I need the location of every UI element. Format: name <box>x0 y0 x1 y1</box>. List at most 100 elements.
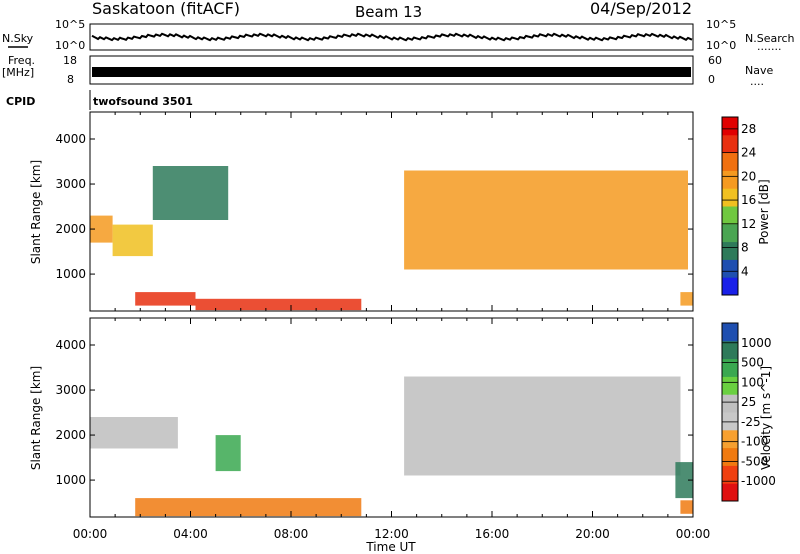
velocity-colorbar-cell <box>722 323 738 342</box>
power-region <box>152 166 229 220</box>
power-colorbar-tick-label: 8 <box>741 241 749 255</box>
velocity-region <box>680 500 693 514</box>
freq-tick-hi: 18 <box>63 54 77 67</box>
velocity-region <box>90 417 178 449</box>
x-tick-label: 16:00 <box>475 527 510 541</box>
velocity-colorbar-cell <box>722 483 738 502</box>
date-title: 04/Sep/2012 <box>590 0 692 18</box>
velocity-ytick-label: 2000 <box>55 428 86 442</box>
power-colorbar-cell <box>722 170 738 189</box>
velocity-region <box>215 435 241 472</box>
velocity-colorbar-tick-label: -100 <box>741 435 768 449</box>
power-colorbar: 4 8 12 16 20 24 28 <box>721 116 756 296</box>
velocity-colorbar-cell <box>722 465 738 484</box>
power-colorbar-label: Power [dB] <box>757 179 771 244</box>
cpid-row: CPID twofsound 3501 <box>6 90 193 110</box>
power-colorbar-cell <box>722 188 738 207</box>
power-yaxis: 1000 2000 3000 4000 <box>55 112 694 311</box>
power-colorbar-tick-label: 12 <box>741 217 756 231</box>
power-colorbar-cell <box>722 152 738 171</box>
nsky-panel: N.Sky 10^5 10^0 10^5 10^0 N.Search .....… <box>2 18 795 53</box>
freq-frame <box>89 55 694 85</box>
nsky-trace <box>91 32 693 42</box>
nsky-label: N.Sky <box>2 32 34 45</box>
nave-tick-lo: 0 <box>708 73 715 86</box>
nave-dots: .... <box>750 75 764 88</box>
velocity-colorbar-cell <box>722 429 738 449</box>
power-region <box>404 170 688 270</box>
velocity-ytick-label: 4000 <box>55 338 86 352</box>
power-colorbar-cell <box>722 241 738 260</box>
power-ytick-label: 3000 <box>55 177 86 191</box>
power-colorbar-tick-label: 20 <box>741 169 756 183</box>
nsearch-dots: ....... <box>757 40 781 53</box>
nsearch-label: N.Search <box>745 32 795 45</box>
x-tick-label: 12:00 <box>374 527 409 541</box>
nsearch-tick-lo: 10^0 <box>706 39 736 52</box>
power-ytick-label: 1000 <box>55 267 86 281</box>
velocity-colorbar: 1000 500 100 25 -25 -100 -500 -1000 <box>721 322 776 502</box>
x-tick-label: 04:00 <box>173 527 208 541</box>
velocity-ytick-label: 3000 <box>55 383 86 397</box>
velocity-colorbar-cell <box>722 447 738 466</box>
power-colorbar-cell <box>722 223 738 243</box>
power-ytick-label: 4000 <box>55 132 86 146</box>
station-title: Saskatoon (fitACF) <box>92 0 240 18</box>
freq-units: [MHz] <box>2 66 34 79</box>
velocity-colorbar-tick-label: 1000 <box>741 336 772 350</box>
velocity-panel: 1000 2000 3000 4000 Slant Range [km] 1000 50… <box>29 317 776 518</box>
nave-label: Nave <box>745 64 773 77</box>
power-colorbar-frame <box>721 116 739 296</box>
velocity-region <box>675 462 693 499</box>
header: Saskatoon (fitACF) Beam 13 04/Sep/2012 <box>92 0 692 21</box>
velocity-colorbar-tick-label: 25 <box>741 395 756 409</box>
power-colorbar-cell <box>722 134 738 154</box>
power-data <box>90 166 693 311</box>
power-panel: 1000 2000 3000 4000 Slant Range [km] 4 8 12 16… <box>29 111 771 312</box>
velocity-ylabel: Slant Range [km] <box>29 366 43 470</box>
x-tick-label: 00:00 <box>73 527 108 541</box>
nsky-tick-lo: 10^0 <box>55 39 85 52</box>
x-tick-label: 20:00 <box>575 527 610 541</box>
freq-band <box>92 67 691 77</box>
velocity-data <box>90 376 693 517</box>
power-ytick-label: 2000 <box>55 222 86 236</box>
velocity-colorbar-cell <box>722 394 738 413</box>
velocity-region <box>135 498 362 517</box>
velocity-colorbar-tick-label: 500 <box>741 356 764 370</box>
nsky-tick-hi: 10^5 <box>55 18 85 31</box>
velocity-colorbar-tick-label: -500 <box>741 454 768 468</box>
velocity-colorbar-frame <box>721 322 739 502</box>
power-colorbar-tick-label: 16 <box>741 193 756 207</box>
time-axis: 00:00 04:00 08:00 12:00 16:00 20:00 00:00 <box>73 527 711 541</box>
velocity-region <box>404 376 681 476</box>
cpid-value: twofsound 3501 <box>93 95 193 108</box>
velocity-colorbar-tick-label: -25 <box>741 415 761 429</box>
power-region <box>680 292 693 306</box>
velocity-ytick-label: 1000 <box>55 473 86 487</box>
velocity-colorbar-cell <box>722 376 738 395</box>
power-colorbar-cell <box>722 117 738 136</box>
power-colorbar-cell <box>722 277 738 296</box>
freq-label: Freq. <box>8 54 35 67</box>
nsearch-tick-hi: 10^5 <box>706 18 736 31</box>
power-colorbar-tick-label: 28 <box>741 122 756 136</box>
power-region <box>135 292 196 306</box>
x-tick-label: 00:00 <box>676 527 711 541</box>
power-colorbar-cell <box>722 206 738 225</box>
velocity-colorbar-cell <box>722 412 738 431</box>
power-region <box>90 215 113 243</box>
velocity-yaxis: 1000 2000 3000 4000 <box>55 318 694 517</box>
freq-tick-lo: 8 <box>67 73 74 86</box>
power-colorbar-cell <box>722 259 738 278</box>
nsky-frame <box>89 23 694 51</box>
beam-title: Beam 13 <box>355 3 422 21</box>
power-ylabel: Slant Range [km] <box>29 160 43 264</box>
velocity-colorbar-tick-label: -1000 <box>741 474 776 488</box>
power-region <box>112 224 153 257</box>
freq-panel: Freq. [MHz] 18 8 60 0 Nave .... <box>2 54 773 88</box>
velocity-colorbar-cell <box>722 340 738 360</box>
power-region <box>195 298 362 311</box>
power-colorbar-tick-label: 4 <box>741 264 749 278</box>
